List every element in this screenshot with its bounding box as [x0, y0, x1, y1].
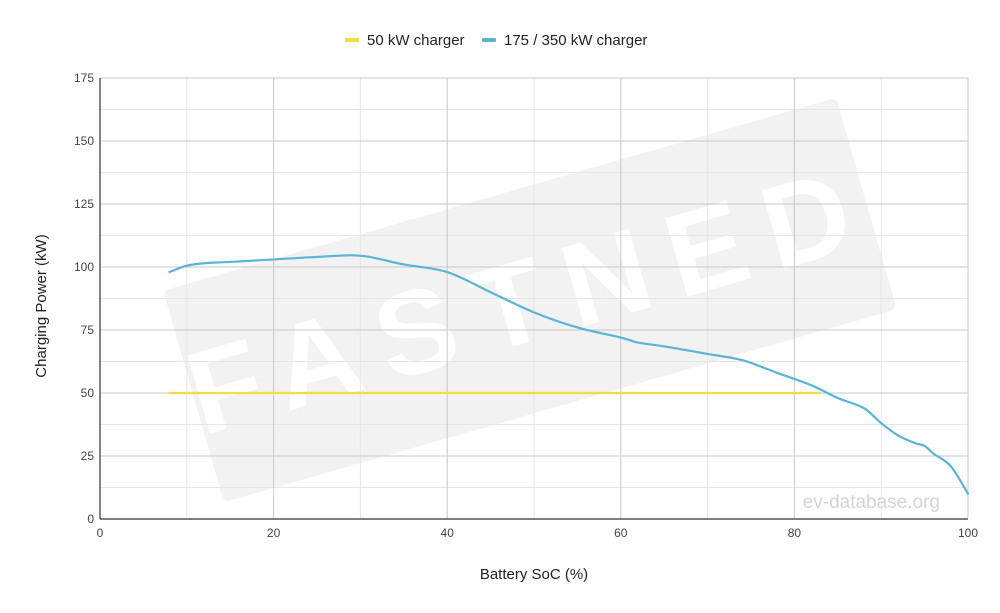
x-tick-label: 100 — [958, 526, 978, 540]
y-tick-label: 25 — [81, 449, 95, 463]
legend-swatch-50kw — [345, 38, 359, 42]
x-tick-label: 60 — [614, 526, 628, 540]
y-tick-label: 175 — [74, 71, 94, 85]
legend-item-350kw[interactable]: 175 / 350 kW charger — [482, 32, 647, 49]
x-tick-label: 0 — [97, 526, 104, 540]
x-tick-labels: 0 20 40 60 80 100 — [97, 526, 979, 540]
y-tick-label: 50 — [81, 386, 95, 400]
source-label: ev-database.org — [803, 492, 940, 513]
y-tick-labels: 0 25 50 75 100 125 150 175 — [74, 71, 94, 526]
legend-item-50kw[interactable]: 50 kW charger — [345, 32, 465, 49]
x-axis-title: Battery SoC (%) — [480, 566, 588, 583]
x-tick-label: 40 — [441, 526, 455, 540]
series-line-1 — [168, 254, 970, 495]
series-lines — [168, 254, 970, 495]
y-axis-title: Charging Power (kW) — [33, 234, 50, 377]
axes — [99, 78, 968, 520]
legend: 50 kW charger 175 / 350 kW charger — [345, 32, 647, 49]
y-tick-label: 100 — [74, 260, 94, 274]
watermark-plate — [164, 99, 896, 501]
grid — [100, 77, 969, 519]
y-tick-label: 125 — [74, 197, 94, 211]
legend-swatch-350kw — [482, 38, 496, 42]
y-tick-label: 75 — [81, 323, 95, 337]
legend-label-50kw: 50 kW charger — [367, 32, 465, 49]
x-tick-label: 20 — [267, 526, 281, 540]
x-tick-label: 80 — [788, 526, 802, 540]
y-tick-label: 0 — [87, 512, 94, 526]
legend-label-350kw: 175 / 350 kW charger — [504, 32, 647, 49]
y-tick-label: 150 — [74, 134, 94, 148]
